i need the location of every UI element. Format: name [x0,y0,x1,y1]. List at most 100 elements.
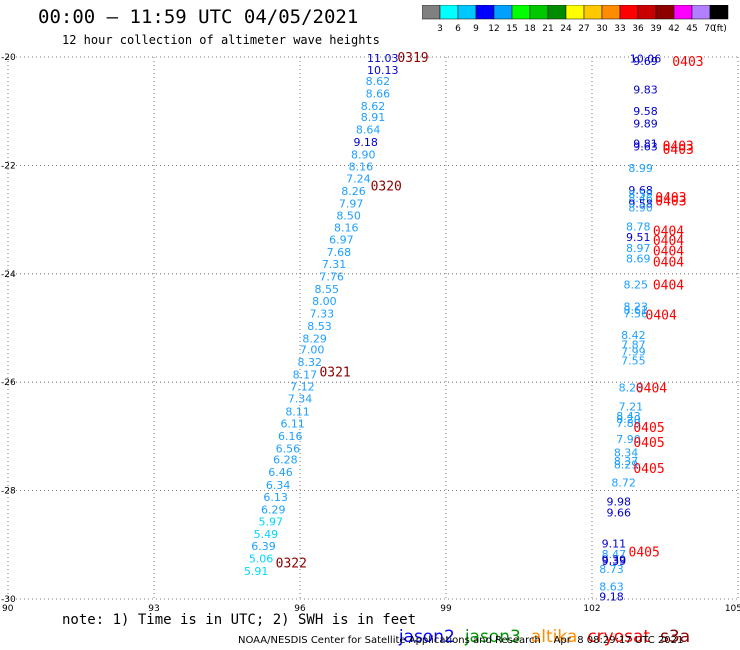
data-label-s3a: 11.03 [367,52,399,65]
data-label-cryosat: 8.34 [614,447,639,460]
credit-line: NOAA/NESDIS Center for Satellite Applica… [238,635,684,646]
data-label-s3a: 8.00 [312,295,337,308]
data-label-cryosat: 8.47 [602,548,627,561]
time-annotation: 0319 [397,51,428,66]
source-cryosat: cryosat [587,627,651,647]
colorbar-unit: (ft) [713,24,727,34]
data-label-s3a: 8.91 [361,111,386,124]
y-tick-label: -26 [1,378,16,388]
data-label-s3a: 8.32 [297,356,322,369]
data-label-s3a: 6.28 [273,454,298,467]
time-annotation: 0322 [276,557,307,572]
colorbar-label: 3 [437,24,443,34]
y-tick-label: -20 [1,53,16,63]
data-label-cryosat: 7.87 [621,338,646,351]
data-label-cryosat: 8.20 [616,413,641,426]
data-label-cryosat: 7.90 [616,433,641,446]
y-tick-label: -30 [1,595,16,605]
data-label-s3a: 7.97 [339,197,364,210]
time-annotation: 0321 [319,365,350,380]
data-label-s3a: 8.64 [356,124,381,137]
data-label-cryosat: 9.89 [633,118,658,131]
data-label-cryosat: 10.06 [630,53,662,66]
footnote: note: 1) Time is in UTC; 2) SWH is in fe… [62,612,417,628]
data-label-s3a: 8.29 [302,332,327,345]
time-annotation: 0404 [653,224,684,239]
data-label-cryosat: 8.72 [611,476,636,489]
data-label-s3a: 6.11 [280,417,305,430]
x-tick-label: 102 [583,604,600,614]
data-label-cryosat: 8.61 [624,304,649,317]
colorbar-label: 33 [614,24,625,34]
data-label-s3a: 7.68 [327,246,352,259]
x-tick-label: 93 [148,604,159,614]
source-jason2: jason2 [398,627,455,647]
time-annotation: 0404 [653,234,684,249]
data-label-cryosat: 8.43 [616,410,641,423]
colorbar-label: 27 [578,24,589,34]
data-label-s3a: 7.33 [310,307,335,320]
colorbar-label: 70 [704,24,716,34]
colorbar-label: 12 [488,24,499,34]
source-jason3: jason3 [464,627,521,647]
data-label-s3a: 7.76 [319,271,344,284]
colorbar-label: 6 [455,24,461,34]
y-tick-label: -22 [1,161,16,171]
data-label-s3a: 8.50 [336,209,361,222]
time-annotation: 0320 [371,179,402,194]
x-tick-label: 99 [440,604,452,614]
satellite-legend: jason2 jason3 altika cryosat s3a [388,607,700,647]
time-annotation: 0403 [672,55,703,70]
data-label-cryosat: 9.51 [626,231,651,244]
data-label-cryosat: 7.89 [616,417,641,430]
data-label-cryosat: 8.73 [599,563,624,576]
time-annotation: 0404 [636,382,667,397]
time-annotation: 0404 [653,279,684,294]
colorbar-label: 30 [596,24,608,34]
data-label-s3a: 8.11 [285,405,310,418]
colorbar-label: 21 [542,24,553,34]
data-label-s3a: 5.91 [244,565,269,578]
data-label-cryosat: 8.23 [624,300,649,313]
data-label-s3a: 7.24 [346,172,371,185]
time-annotation: 0403 [655,195,686,210]
data-label-s3a: 7.31 [322,258,347,271]
colorbar-label: 24 [560,24,572,34]
time-annotation: 0404 [653,244,684,259]
data-label-s3a: 8.55 [315,283,340,296]
data-label-cryosat: 8.63 [599,581,624,594]
data-label-cryosat: 8.46 [628,192,653,205]
colorbar-label: 42 [668,24,679,34]
data-label-s3a: 8.53 [307,320,332,333]
chart-subtitle: 12 hour collection of altimeter wave hei… [62,33,380,47]
time-annotation: 0404 [646,308,677,323]
data-label-cryosat: 8.25 [624,279,649,292]
data-label-s3a: 7.12 [290,381,315,394]
data-label-cryosat: 9.58 [628,197,653,210]
data-label-s3a: 6.34 [266,479,291,492]
data-label-cryosat: 9.11 [602,538,627,551]
data-label-s3a: 7.34 [288,392,313,405]
x-tick-label: 96 [294,604,306,614]
data-label-cryosat: 8.90 [628,202,653,215]
data-label-cryosat: 9.83 [633,84,658,97]
data-label-cryosat: 7.55 [621,355,646,368]
data-label-s3a: 6.56 [276,442,301,455]
data-label-cryosat: 9.98 [607,495,632,508]
data-label-cryosat: 9.58 [633,105,658,118]
data-label-cryosat: 9.39 [602,553,627,566]
data-label-s3a: 6.13 [263,491,288,504]
data-label-cryosat: 8.37 [614,455,639,468]
data-label-s3a: 6.29 [261,504,286,517]
data-label-s3a: 8.90 [351,149,376,162]
data-label-s3a: 8.62 [361,100,386,113]
time-annotation: 0405 [633,421,664,436]
data-label-s3a: 8.66 [366,87,391,100]
colorbar-label: 9 [473,24,479,34]
time-annotation: 0405 [633,462,664,477]
data-label-cryosat: 9.81 [633,138,658,151]
time-annotation: 0403 [663,143,694,158]
y-tick-label: -24 [1,270,16,280]
colorbar-label: 18 [524,24,536,34]
